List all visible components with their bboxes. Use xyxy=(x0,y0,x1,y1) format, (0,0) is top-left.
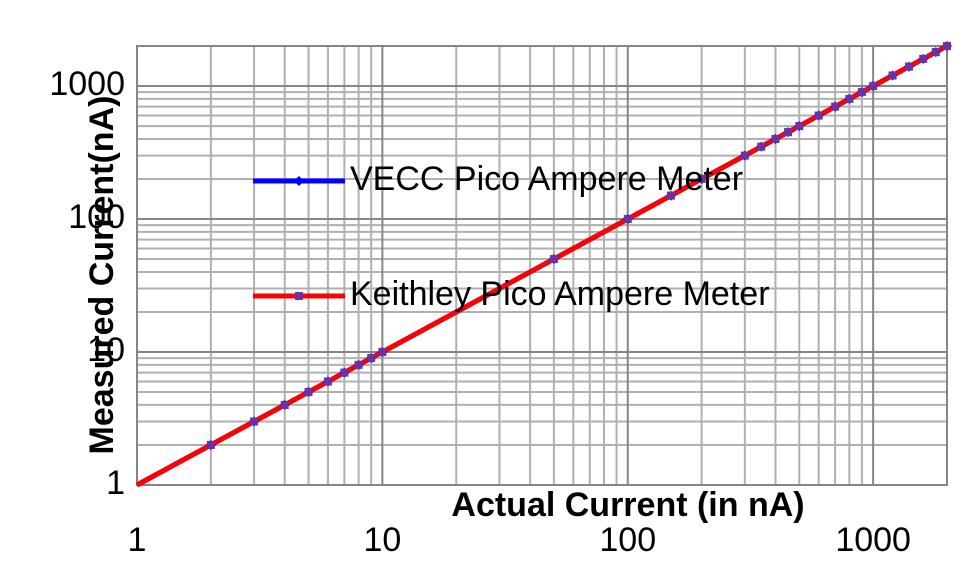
plot-border xyxy=(136,45,948,486)
marker xyxy=(931,48,940,57)
x-tick-label: 10 xyxy=(363,521,401,559)
legend-label: Keithley Pico Ampere Meter xyxy=(350,275,770,313)
series-line xyxy=(135,43,949,488)
marker xyxy=(623,215,632,224)
y-axis-label: Measured Current(nA) xyxy=(83,96,121,455)
y-tick-label: 100 xyxy=(68,198,125,236)
marker xyxy=(378,348,387,357)
marker xyxy=(919,54,928,63)
marker xyxy=(784,128,793,137)
marker xyxy=(771,134,780,143)
marker xyxy=(549,255,558,264)
marker xyxy=(904,62,913,71)
marker xyxy=(888,71,897,80)
marker xyxy=(304,388,313,397)
y-tick-label: 1000 xyxy=(49,65,125,103)
marker xyxy=(740,151,749,160)
marker xyxy=(354,360,363,369)
marker xyxy=(795,122,804,131)
legend-marker xyxy=(294,176,304,186)
marker xyxy=(831,102,840,111)
x-axis-label: Actual Current (in nA) xyxy=(451,486,804,524)
marker xyxy=(367,354,376,363)
marker xyxy=(757,142,766,151)
x-tick-label: 1 xyxy=(128,521,147,559)
marker xyxy=(869,82,878,91)
x-tick-label: 100 xyxy=(599,521,656,559)
marker xyxy=(340,368,349,377)
marker xyxy=(323,377,332,386)
x-tick-label: 1000 xyxy=(835,521,911,559)
marker xyxy=(857,88,866,97)
y-tick-label: 1 xyxy=(106,464,125,502)
marker xyxy=(697,174,706,183)
marker xyxy=(206,440,215,449)
marker xyxy=(666,191,675,200)
marker xyxy=(845,94,854,103)
marker xyxy=(943,42,951,50)
marker xyxy=(280,400,289,409)
legend-label: VECC Pico Ampere Meter xyxy=(350,160,743,198)
y-tick-label: 10 xyxy=(87,331,125,369)
marker xyxy=(250,417,259,426)
legend-marker xyxy=(295,292,303,300)
grid xyxy=(136,46,947,486)
marker xyxy=(814,111,823,120)
